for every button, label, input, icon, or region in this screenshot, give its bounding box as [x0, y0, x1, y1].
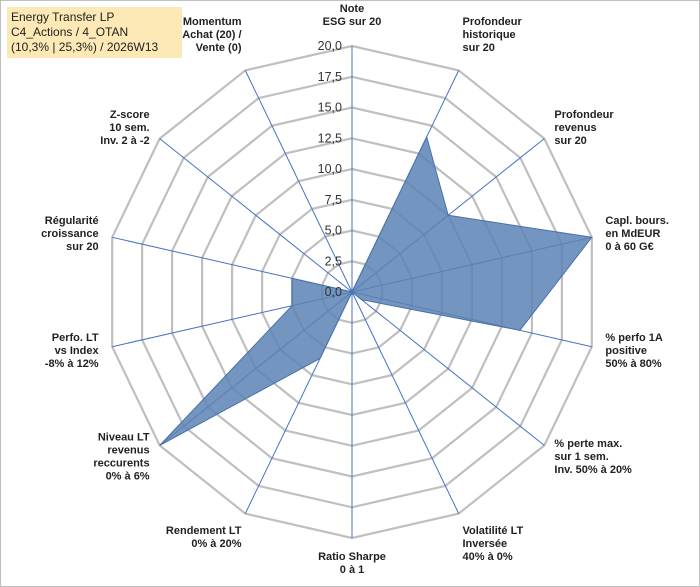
axis-label-line: Momentum — [183, 16, 242, 28]
axis-label-line: 0 à 1 — [340, 564, 364, 576]
axis-label-line: revenus — [107, 445, 149, 457]
title-line-3: (10,3% | 25,3%) / 2026W13 — [11, 40, 159, 54]
axis-label-line: historique — [463, 29, 516, 41]
axis-label-line: 10 sem. — [109, 122, 149, 134]
spoke-13 — [244, 70, 353, 293]
axis-label-7: Ratio Sharpe 0 à 1 — [318, 551, 386, 576]
axis-label-line: sur 1 sem. — [554, 451, 608, 463]
axis-label-line: 0% à 6% — [106, 471, 150, 483]
axis-label-line: 50% à 80% — [605, 358, 661, 370]
axis-label-line: % perte max. — [554, 438, 622, 450]
tick-label-7: 17,5 — [318, 70, 342, 84]
axis-label-line: Régularité — [45, 215, 99, 227]
axis-label-10: Perfo. LT vs Index -8% à 12% — [45, 332, 100, 370]
axis-label-line: Note — [340, 3, 364, 15]
axis-label-line: 0 à 60 G€ — [605, 241, 653, 253]
axis-label-0: Note ESG sur 20 — [323, 3, 382, 28]
axis-label-line: sur 20 — [463, 42, 495, 54]
axis-label-line: sur 20 — [66, 241, 98, 253]
axis-label-line: positive — [605, 345, 647, 357]
axis-label-2: Profondeur revenus sur 20 — [554, 109, 614, 147]
axis-label-4: % perfo 1A positive 50% à 80% — [605, 332, 663, 370]
axis-label-line: Niveau LT — [98, 432, 150, 444]
axis-label-line: Rendement LT — [166, 525, 242, 537]
tick-label-1: 2,5 — [325, 254, 342, 268]
axis-label-line: Volatilité LT — [463, 525, 524, 537]
axis-label-line: revenus — [554, 122, 596, 134]
axis-label-line: Capl. bours. — [605, 215, 669, 227]
axis-label-line: Ratio Sharpe — [318, 551, 386, 563]
series-area — [159, 135, 593, 446]
axis-label-13: Momentum Achat (20) / Vente (0) — [182, 16, 242, 54]
axis-label-line: 40% à 0% — [463, 551, 513, 563]
radar-axis-labels: Note ESG sur 20 Profondeur historique sur 20… — [41, 3, 669, 576]
axis-label-line: % perfo 1A — [605, 332, 663, 344]
radar-series — [159, 135, 593, 446]
axis-label-line: reccurents — [93, 458, 149, 470]
axis-label-line: Achat (20) / — [182, 29, 241, 41]
axis-label-line: Vente (0) — [196, 42, 242, 54]
axis-label-line: Profondeur — [463, 16, 523, 28]
tick-label-0: 0,0 — [325, 285, 342, 299]
axis-label-line: Z-score — [110, 109, 150, 121]
axis-label-line: en MdEUR — [605, 228, 660, 240]
spoke-6 — [351, 291, 460, 514]
axis-label-line: croissance — [41, 228, 98, 240]
axis-label-11: Régularité croissance sur 20 — [41, 215, 98, 253]
tick-label-4: 10,0 — [318, 162, 342, 176]
radar-tick-labels: 0,0 2,5 5,0 7,5 10,0 12,5 15,0 17,5 20,0 — [318, 39, 342, 299]
tick-label-6: 15,0 — [318, 101, 342, 115]
spoke-5 — [351, 291, 545, 446]
axis-label-line: Inversée — [463, 538, 508, 550]
axis-label-1: Profondeur historique sur 20 — [463, 16, 523, 54]
axis-label-line: vs Index — [55, 345, 100, 357]
axis-label-line: Inv. 50% à 20% — [554, 464, 632, 476]
axis-label-3: Capl. bours. en MdEUR 0 à 60 G€ — [605, 215, 669, 253]
axis-label-line: sur 20 — [554, 135, 586, 147]
spoke-12 — [159, 138, 353, 293]
tick-label-2: 5,0 — [325, 224, 342, 238]
axis-label-12: Z-score 10 sem. Inv. 2 à -2 — [100, 109, 149, 147]
chart-title-box: Energy Transfer LP C4_Actions / 4_OTAN (… — [7, 7, 182, 58]
tick-label-8: 20,0 — [318, 39, 342, 53]
title-line-1: Energy Transfer LP — [11, 10, 115, 24]
tick-label-5: 12,5 — [318, 131, 342, 145]
axis-label-line: 0% à 20% — [191, 538, 241, 550]
axis-label-line: Perfo. LT — [52, 332, 99, 344]
axis-label-6: Volatilité LT Inversée 40% à 0% — [463, 525, 524, 563]
axis-label-line: ESG sur 20 — [323, 16, 382, 28]
axis-label-8: Rendement LT 0% à 20% — [166, 525, 242, 550]
axis-label-line: -8% à 12% — [45, 358, 99, 370]
axis-label-line: Inv. 2 à -2 — [100, 135, 149, 147]
tick-label-3: 7,5 — [325, 193, 342, 207]
axis-label-5: % perte max. sur 1 sem. Inv. 50% à 20% — [554, 438, 632, 476]
title-line-2: C4_Actions / 4_OTAN — [11, 25, 129, 39]
axis-label-line: Profondeur — [554, 109, 614, 121]
axis-label-9: Niveau LT revenus reccurents 0% à 6% — [93, 432, 150, 483]
